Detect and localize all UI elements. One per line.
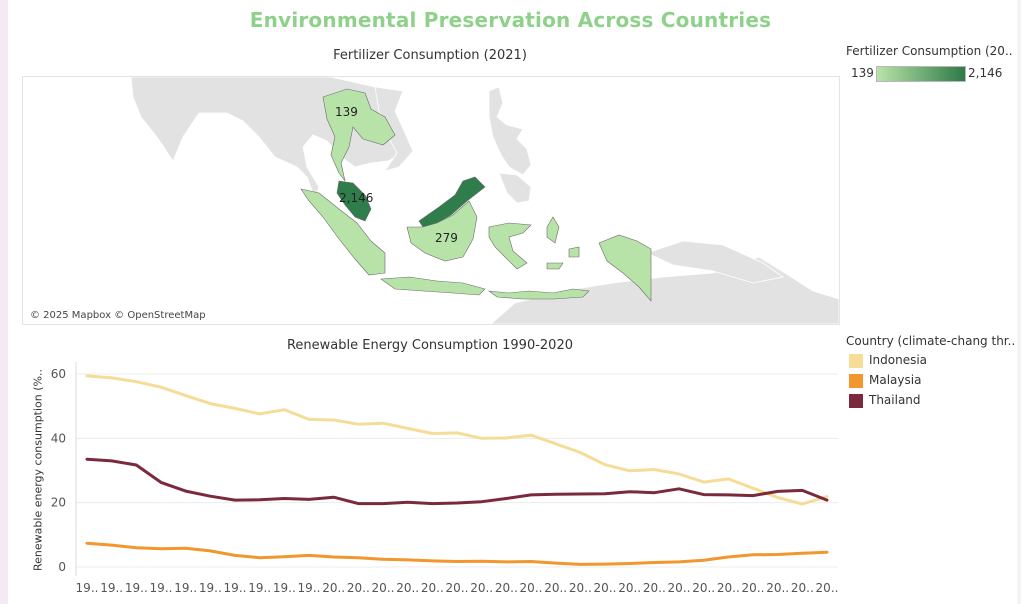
map-title: Fertilizer Consumption (2021) — [333, 48, 527, 63]
x-tick-label: 19.. — [273, 581, 296, 595]
land-philippines-grey — [488, 86, 532, 176]
color-legend-min: 139 — [851, 66, 874, 80]
x-tick-label: 19.. — [174, 581, 197, 595]
x-tick-label: 19.. — [224, 581, 247, 595]
x-tick-label: 20.. — [322, 581, 345, 595]
x-tick-label: 19.. — [150, 581, 173, 595]
x-tick-label: 20.. — [495, 581, 518, 595]
x-tick-label: 20.. — [470, 581, 493, 595]
legend-label-indonesia: Indonesia — [869, 353, 928, 367]
y-tick-label: 40 — [51, 431, 66, 445]
x-tick-label: 20.. — [766, 581, 789, 595]
region-indonesia-java[interactable] — [380, 276, 486, 296]
x-tick-label: 20.. — [791, 581, 814, 595]
legend-swatch-thailand — [849, 394, 863, 408]
legend-swatch-indonesia — [849, 354, 863, 368]
x-tick-label: 20.. — [446, 581, 469, 595]
x-tick-label: 20.. — [618, 581, 641, 595]
region-indonesia-sumatra[interactable] — [300, 188, 386, 276]
x-tick-label: 20.. — [816, 581, 839, 595]
series-line-thailand — [85, 457, 829, 506]
legend-label-malaysia: Malaysia — [869, 373, 922, 387]
chart-title: Renewable Energy Consumption 1990-2020 — [286, 338, 573, 353]
right-edge-strip — [1017, 0, 1021, 604]
x-tick-label: 19.. — [199, 581, 222, 595]
x-tick-label: 19.. — [248, 581, 271, 595]
map-view[interactable]: 139 2,146 279 © 2025 Mapbox © OpenStreet… — [22, 76, 840, 325]
x-tick-label: 20.. — [742, 581, 765, 595]
color-legend-max: 2,146 — [968, 66, 1003, 80]
x-tick-label: 20.. — [717, 581, 740, 595]
dashboard-title: Environmental Preservation Across Countr… — [249, 8, 772, 32]
x-tick-label: 20.. — [396, 581, 419, 595]
y-tick-label: 20 — [51, 496, 66, 510]
x-tick-label: 19.. — [100, 581, 123, 595]
map-canvas — [130, 77, 839, 324]
series-line-indonesia — [85, 374, 829, 506]
x-tick-label: 20.. — [594, 581, 617, 595]
color-legend-gradient — [876, 66, 966, 82]
x-tick-label: 20.. — [668, 581, 691, 595]
legend-label-thailand: Thailand — [869, 393, 921, 407]
x-tick-label: 20.. — [421, 581, 444, 595]
x-tick-label: 20.. — [372, 581, 395, 595]
region-indonesia-maluku[interactable] — [546, 216, 580, 270]
x-tick-label: 20.. — [692, 581, 715, 595]
x-tick-label: 20.. — [520, 581, 543, 595]
x-tick-label: 19.. — [76, 581, 99, 595]
land-mindanao-grey — [498, 172, 532, 204]
map-label-indonesia: 279 — [435, 231, 458, 245]
map-label-malaysia: 2,146 — [339, 191, 374, 205]
map-label-thailand: 139 — [335, 105, 358, 119]
region-indonesia-papua[interactable] — [598, 234, 652, 302]
region-indonesia-kalimantan[interactable] — [406, 200, 478, 262]
region-thailand[interactable] — [322, 88, 396, 182]
series-line-malaysia — [85, 541, 829, 566]
x-tick-label: 19.. — [298, 581, 321, 595]
series-legend-title: Country (climate-chang thr.. — [846, 334, 1016, 348]
color-legend-title: Fertilizer Consumption (20.. — [846, 44, 1013, 58]
x-tick-label: 20.. — [643, 581, 666, 595]
region-malaysia-peninsula[interactable] — [336, 180, 372, 222]
map-attribution: © 2025 Mapbox © OpenStreetMap — [28, 310, 208, 321]
region-indonesia-nusa-tenggara[interactable] — [487, 288, 590, 300]
left-edge-strip — [0, 0, 8, 604]
legend-swatch-malaysia — [849, 374, 863, 388]
region-indonesia-sulawesi[interactable] — [488, 222, 532, 270]
x-tick-label: 20.. — [544, 581, 567, 595]
x-tick-label: 20.. — [347, 581, 370, 595]
y-tick-label: 0 — [58, 560, 66, 574]
x-tick-label: 20.. — [569, 581, 592, 595]
x-tick-label: 19.. — [125, 581, 148, 595]
y-tick-label: 60 — [51, 367, 66, 381]
land-png-grey — [645, 240, 784, 284]
